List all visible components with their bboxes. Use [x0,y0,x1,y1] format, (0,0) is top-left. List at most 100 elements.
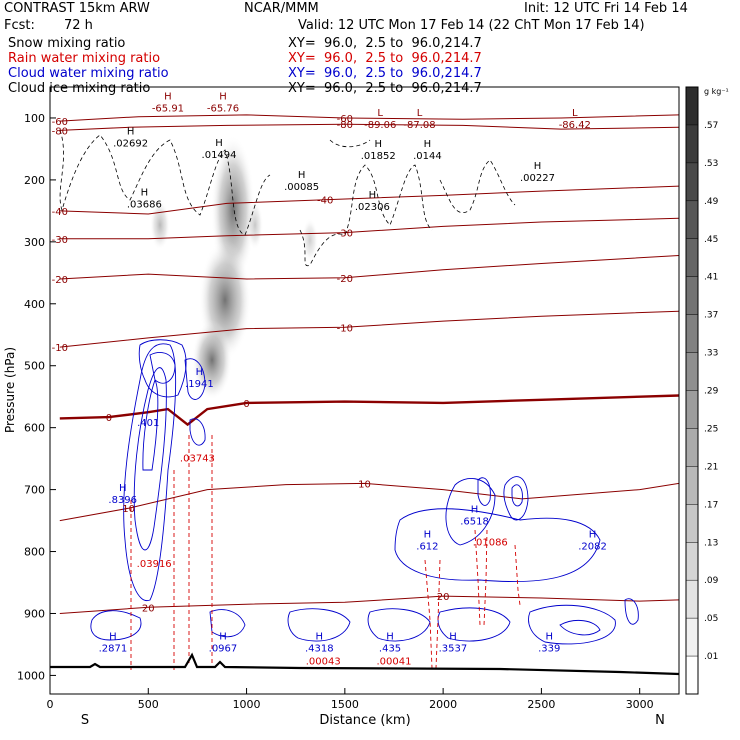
isotherm-label: -10 [337,323,353,334]
org-label: NCAR/MMM [244,1,319,16]
extremum-value: -89.06 [364,120,396,131]
extremum-value: .3537 [439,644,468,655]
y-tick-label: 600 [24,422,45,435]
isotherm--80 [59,123,679,131]
isotherm-label: -20 [337,274,353,285]
extremum-value: .01852 [361,151,396,162]
isotherm-label: 0 [243,399,249,410]
colorbar-swatch [686,580,698,619]
colorbar-swatch [686,314,698,354]
y-tick-label: 1000 [17,669,45,682]
extremum-value: .0967 [209,644,238,655]
y-tick-label: 700 [24,484,45,497]
extremum-kind: H [534,161,542,172]
extremum-value: -65.91 [152,103,184,114]
x-tick-label: 2500 [527,698,555,711]
isotherm-label: -20 [52,275,68,286]
rain-shaft-5 [424,559,433,669]
cloud-water-contour-low-2 [209,609,246,638]
rain-label: .03916 [137,559,172,570]
extremum-value: -65.76 [207,103,239,114]
extremum-kind: H [316,632,324,643]
cloud-water-contour-right-5 [394,508,601,583]
extremum-value: .4318 [305,644,334,655]
extremum-value: -87.08 [403,120,435,131]
contour-labels: -80-80-60 -60-40-40-30-30-20 -20-10-100010… [52,91,607,667]
colorbar-swatch [686,504,698,543]
cloud-water-contour-top-1 [138,339,187,398]
extremum-kind: H [424,139,432,150]
field-name-rain: Rain water mixing ratio [8,51,161,66]
snow-patch-2 [247,200,263,250]
init-label: Init: 12 UTC Fri 14 Feb 14 [524,1,688,16]
cloud-water-contour-main-1 [123,343,177,602]
extremum-kind: H [386,632,394,643]
isotherm-20 [59,595,679,614]
isotherm-label: -10 [52,343,68,354]
extremum-value: .2082 [578,541,607,552]
colorbar: .57 .53 .49 .45 .41 .37 .33 .29 .25 .21 .17 .13 .09.… [685,86,719,695]
colorbar-swatch [686,390,698,429]
extremum-kind: H [424,529,432,540]
colorbar-label: .05 [704,614,718,624]
extremum-value: .0144 [413,151,442,162]
valid-label: Valid: 12 UTC Mon 17 Feb 14 (22 ChT Mon … [298,18,645,33]
cloud-water-contour-top-2 [149,352,176,384]
isotherm--10 [59,310,679,348]
colorbar-label: .57 [704,121,718,131]
snow-shading [150,135,318,400]
snow-patch-1 [150,200,170,250]
field-xy-snow: XY= 96.0, 2.5 to 96.0,214.7 [288,36,482,51]
extremum-kind: H [374,139,382,150]
y-axis-title: Pressure (hPa) [3,347,17,433]
x-axis-title: Distance (km) [319,713,410,728]
colorbar-label: .41 [704,273,718,283]
cloud-water-contour-low-6 [528,604,616,645]
colorbar-swatch [686,238,698,278]
cloud-water-contour-main-2 [133,367,167,551]
colorbar-swatch [686,276,698,316]
y-tick-label: 100 [24,112,45,125]
colorbar-swatch [686,466,698,505]
extremum-value: .01494 [202,150,237,161]
extremum-value: .03686 [127,199,162,210]
extremum-kind: H [219,91,227,102]
colorbar-label: .09 [704,576,719,586]
plot-frame [49,86,680,695]
cloud-ice-contour-1 [59,129,271,236]
colorbar-swatch [686,87,698,126]
cloud-water-max-label: .401 [137,418,159,429]
rain-shaft-7 [474,529,481,626]
y-tick-label: 300 [24,236,45,249]
colorbar-swatch [686,124,698,164]
extremum-kind: H [298,170,306,181]
extremum-kind: H [215,138,223,149]
rain-contours [130,435,521,670]
colorbar-label: .33 [704,349,718,359]
extremum-kind: H [196,367,204,378]
colorbar-swatch [686,542,698,581]
extremum-kind: H [164,91,172,102]
snow-plume-lower [192,320,232,400]
isotherm-label: -80 [337,120,353,131]
cloud-water-contour-low-1 [90,610,142,641]
isotherm-label: 0 [106,413,112,424]
extremum-kind: L [572,108,578,119]
y-tick-label: 800 [24,546,45,559]
cloud-ice-contour-2 [299,164,433,267]
extremum-value: .02306 [355,202,390,213]
extremum-value: .2871 [99,644,128,655]
extremum-kind: H [471,505,479,516]
isotherm-label: -30 [52,235,68,246]
isotherm-label: -80 [52,126,68,137]
colorbar-label: .37 [704,311,718,321]
isotherm-label: 10 [122,504,135,515]
rain-shaft-6 [435,559,441,669]
fcst-value: 72 h [64,18,93,33]
colorbar-swatch [686,200,698,240]
field-name-cloudwater: Cloud water mixing ratio [8,66,169,81]
colorbar-label: .45 [704,235,718,245]
cloud-ice-contour-3 [439,159,516,213]
x-axis-start-label: S [81,713,89,728]
isotherm-label: 10 [358,479,371,490]
